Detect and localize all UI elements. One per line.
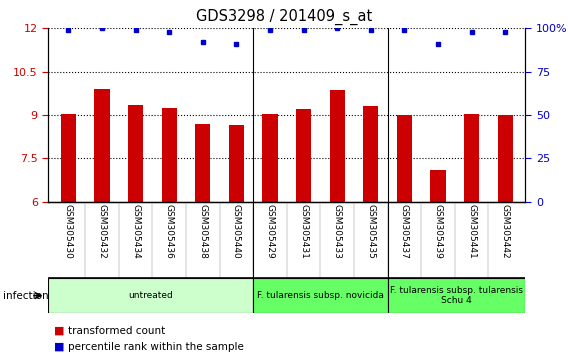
Text: GSM305436: GSM305436 [165,204,174,259]
Text: GSM305431: GSM305431 [299,204,308,259]
Text: GDS3298 / 201409_s_at: GDS3298 / 201409_s_at [196,9,372,25]
Text: percentile rank within the sample: percentile rank within the sample [68,342,244,352]
Text: GSM305432: GSM305432 [98,204,107,259]
Text: GSM305434: GSM305434 [131,204,140,259]
Text: F. tularensis subsp. novicida: F. tularensis subsp. novicida [257,291,384,300]
Text: ■: ■ [54,326,64,336]
Bar [253,278,387,313]
Text: GSM305435: GSM305435 [366,204,375,259]
Bar [464,114,479,202]
Text: GSM305441: GSM305441 [467,204,476,259]
Text: transformed count: transformed count [68,326,165,336]
Text: GSM305430: GSM305430 [64,204,73,259]
Bar [329,91,345,202]
Bar [262,114,278,202]
Text: ■: ■ [54,342,64,352]
Text: GSM305442: GSM305442 [501,204,509,259]
Text: GSM305438: GSM305438 [198,204,207,259]
Bar [387,278,525,313]
Bar [397,115,412,202]
Text: GSM305433: GSM305433 [333,204,342,259]
Bar [48,278,253,313]
Text: infection: infection [3,291,48,301]
Bar [296,109,311,202]
Text: F. tularensis subsp. tularensis
Schu 4: F. tularensis subsp. tularensis Schu 4 [390,286,523,305]
Text: GSM305440: GSM305440 [232,204,241,259]
Bar [94,89,110,202]
Bar [162,108,177,202]
Bar [364,107,378,202]
Bar [61,114,76,202]
Bar [195,124,210,202]
Text: GSM305437: GSM305437 [400,204,409,259]
Bar [431,170,446,202]
Text: GSM305429: GSM305429 [266,204,274,259]
Text: GSM305439: GSM305439 [433,204,442,259]
Bar [498,115,513,202]
Bar [229,125,244,202]
Bar [128,105,143,202]
Text: untreated: untreated [128,291,173,300]
